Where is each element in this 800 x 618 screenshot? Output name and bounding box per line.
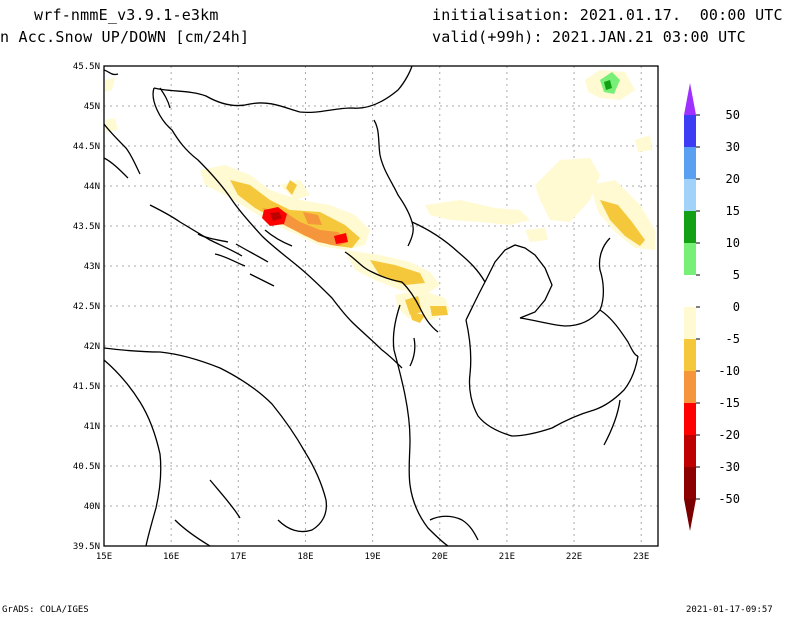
colorbar-label: -10: [718, 364, 740, 378]
colorbar-band: [684, 403, 696, 435]
colorbar-label: 0: [733, 300, 740, 314]
longitude-label: 23E: [633, 552, 649, 562]
colorbar-band: [684, 339, 696, 371]
colorbar-label: 10: [726, 236, 740, 250]
latitude-label: 39.5N: [73, 542, 100, 552]
latitude-label: 42N: [84, 342, 100, 352]
colorbar-label: 30: [726, 140, 740, 154]
colorbar-label: 50: [726, 108, 740, 122]
latitude-label: 43N: [84, 262, 100, 272]
colorbar-band: [684, 179, 696, 211]
latitude-label: 41N: [84, 422, 100, 432]
colorbar-label: 5: [733, 268, 740, 282]
initialisation-time: initialisation: 2021.01.17. 00:00 UTC: [432, 6, 783, 24]
colorbar-label: -50: [718, 492, 740, 506]
colorbar-band: [684, 147, 696, 179]
latitude-label: 40.5N: [73, 462, 100, 472]
snow-field: [105, 70, 655, 323]
colorbar-band: [684, 435, 696, 467]
colorbar-bottom-arrow: [684, 499, 696, 531]
colorbar-label: -5: [726, 332, 740, 346]
grads-credit: GrADS: COLA/IGES: [2, 605, 89, 615]
longitude-label: 22E: [566, 552, 582, 562]
colorbar-band: [684, 275, 696, 307]
colorbar-band: [684, 307, 696, 339]
longitude-label: 15E: [96, 552, 112, 562]
longitude-label: 21E: [499, 552, 515, 562]
colorbar-label: 20: [726, 172, 740, 186]
latitude-label: 40N: [84, 502, 100, 512]
colorbar-label: 15: [726, 204, 740, 218]
colorbar-band: [684, 115, 696, 147]
colorbar-label: -20: [718, 428, 740, 442]
variable-title: n Acc.Snow UP/DOWN [cm/24h]: [0, 28, 250, 46]
latitude-label: 43.5N: [73, 222, 100, 232]
coastlines-borders: [104, 66, 639, 546]
latitude-label: 44.5N: [73, 142, 100, 152]
render-timestamp: 2021-01-17-09:57: [686, 605, 773, 615]
colorbar-top-arrow: [684, 83, 696, 115]
longitude-labels: 15E 16E 17E 18E 19E 20E 21E 22E 23E: [96, 552, 649, 562]
colorbar-label: -15: [718, 396, 740, 410]
latitude-labels: 45.5N 45N 44.5N 44N 43.5N 43N 42.5N 42N 41.5N 41N…: [73, 62, 100, 552]
latitude-label: 44N: [84, 182, 100, 192]
colorbar-band: [684, 467, 696, 499]
map-gridlines: [104, 66, 658, 546]
latitude-label: 42.5N: [73, 302, 100, 312]
map-frame: [103, 65, 659, 547]
colorbar-band: [684, 371, 696, 403]
model-title: wrf-nmmE_v3.9.1-e3km: [34, 6, 219, 24]
longitude-label: 16E: [163, 552, 179, 562]
longitude-label: 19E: [364, 552, 380, 562]
colorbar-band: [684, 243, 696, 275]
colorbar-band: [684, 211, 696, 243]
longitude-label: 20E: [432, 552, 448, 562]
latitude-label: 45.5N: [73, 62, 100, 72]
latitude-label: 41.5N: [73, 382, 100, 392]
colorbar-label: -30: [718, 460, 740, 474]
longitude-label: 17E: [230, 552, 246, 562]
valid-time: valid(+99h): 2021.JAN.21 03:00 UTC: [432, 28, 746, 46]
longitude-label: 18E: [297, 552, 313, 562]
latitude-label: 45N: [84, 102, 100, 112]
